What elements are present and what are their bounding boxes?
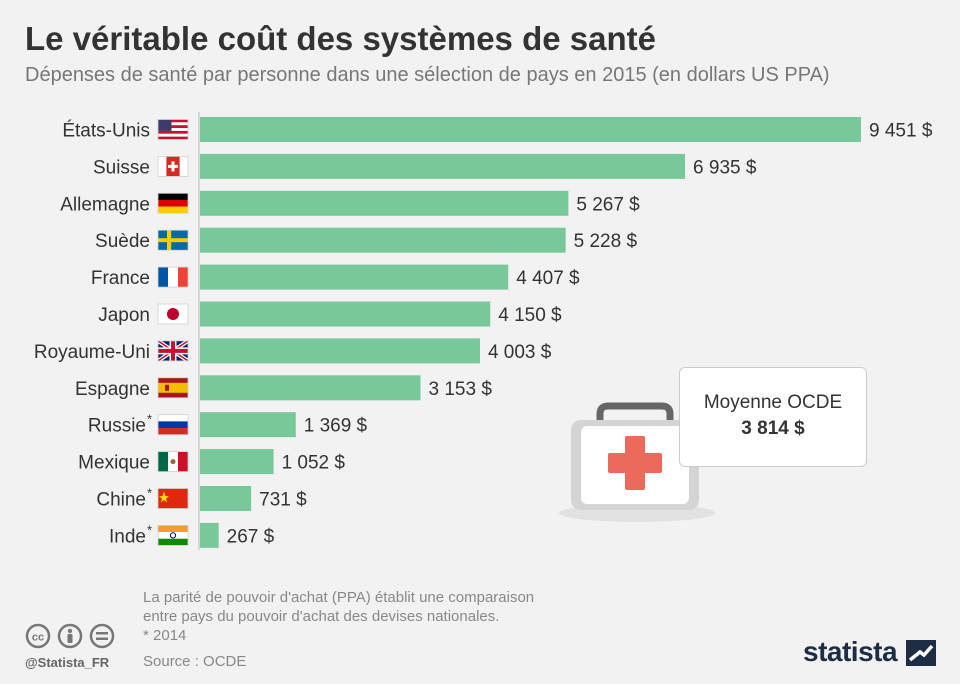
year-footnote: * 2014: [143, 627, 187, 644]
bar: [200, 190, 569, 216]
cc-icon: cc: [25, 623, 51, 649]
bar: [200, 449, 274, 475]
oecd-average-label: Moyenne OCDE: [703, 392, 843, 413]
jp-flag-icon: [157, 303, 189, 325]
value-label: 4 407 $: [516, 268, 580, 289]
statista-handle: @Statista_FR: [25, 655, 110, 670]
category-label: États-Unis: [62, 121, 150, 142]
category-label: Suisse: [93, 157, 150, 178]
oecd-average-box: Moyenne OCDE 3 814 $: [679, 367, 867, 467]
statista-logo-mark-icon: [906, 640, 936, 666]
footnote-mark: *: [147, 412, 152, 427]
value-label: 267 $: [227, 526, 275, 547]
category-label: Japon: [98, 305, 150, 326]
bar: [200, 338, 480, 364]
bar: [200, 301, 491, 327]
bar: [200, 486, 252, 511]
es-flag-icon: [157, 377, 189, 399]
category-label: Russie: [88, 416, 146, 437]
bar: [200, 264, 509, 290]
bar-chart: 9 451 $ États-Unis 6 935 $ Suisse 5 267 $ All…: [34, 112, 933, 550]
svg-text:cc: cc: [32, 632, 44, 644]
source-note: Source : OCDE: [143, 653, 247, 670]
value-label: 3 153 $: [429, 379, 493, 400]
category-label: Espagne: [75, 379, 150, 400]
oecd-average-value: 3 814 $: [741, 418, 805, 439]
ru-flag-icon: [157, 414, 189, 436]
statista-logo: statista: [803, 636, 898, 667]
footnote-mark: *: [147, 486, 152, 501]
value-label: 1 369 $: [304, 416, 368, 437]
value-label: 9 451 $: [869, 121, 933, 142]
category-label: Chine: [96, 490, 146, 511]
mx-flag-icon: [157, 451, 189, 473]
cn-flag-icon: [157, 488, 189, 509]
bar: [200, 227, 566, 253]
category-label: Royaume-Uni: [34, 342, 150, 363]
category-label: France: [91, 268, 150, 289]
value-label: 6 935 $: [693, 157, 757, 178]
bar: [200, 375, 421, 401]
chart-title: Le véritable coût des systèmes de santé: [25, 20, 656, 57]
in-flag-icon: [157, 525, 189, 546]
footnote-mark: *: [147, 522, 152, 537]
bar: [200, 153, 686, 179]
value-label: 5 228 $: [574, 231, 638, 252]
category-label: Mexique: [78, 453, 150, 474]
category-label: Allemagne: [60, 194, 150, 215]
nd-icon: [89, 623, 115, 649]
se-flag-icon: [157, 229, 189, 251]
ppp-note-line-2: entre pays du pouvoir d'achat des devise…: [143, 608, 500, 625]
de-flag-icon: [157, 192, 189, 214]
bar: [200, 412, 296, 438]
bar: [200, 522, 219, 548]
value-label: 1 052 $: [282, 453, 346, 474]
value-label: 4 003 $: [488, 342, 552, 363]
chart-subtitle: Dépenses de santé par personne dans une …: [25, 64, 830, 86]
bars-layer: 9 451 $ États-Unis 6 935 $ Suisse 5 267 $ All…: [34, 117, 933, 548]
fr-flag-icon: [157, 266, 189, 288]
bar: [200, 117, 861, 142]
us-flag-icon: [157, 119, 189, 140]
value-label: 731 $: [259, 490, 307, 511]
value-label: 5 267 $: [576, 194, 640, 215]
first-aid-kit-icon: [559, 402, 715, 522]
ch-flag-icon: [157, 155, 189, 177]
ppp-note-line-1: La parité de pouvoir d'achat (PPA) établ…: [143, 589, 535, 606]
by-icon: [57, 623, 83, 649]
value-label: 4 150 $: [498, 305, 562, 326]
license-icons: cc: [25, 623, 115, 649]
category-label: Suède: [95, 231, 150, 252]
gb-flag-icon: [156, 339, 190, 363]
category-label: Inde: [109, 526, 146, 547]
